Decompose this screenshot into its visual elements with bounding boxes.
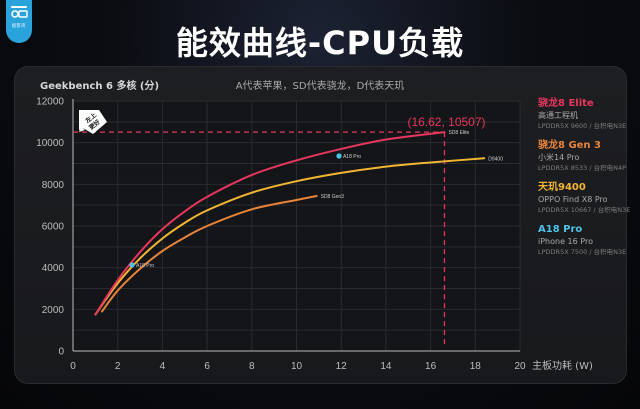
x-tick-label: 2 <box>115 361 121 372</box>
x-axis-label: 主板功耗 (W) <box>532 359 593 372</box>
series-point-label: SD8 Elite <box>448 130 469 136</box>
highlight-point-label: (16.62, 10507) <box>407 115 485 129</box>
grid <box>72 100 521 352</box>
x-tick-label: 8 <box>249 361 255 372</box>
y-tick-label: 10000 <box>36 138 64 149</box>
x-tick-label: 12 <box>336 361 348 372</box>
x-tick-label: 10 <box>291 361 303 372</box>
legend-chip-name: 骁龙8 Gen 3 <box>538 140 601 151</box>
series-point-label: A18 Pro <box>343 154 361 160</box>
legend-item: A18 Pro iPhone 16 Pro LPDDR5X 7500 / 台积电N3… <box>538 224 638 257</box>
legend-device: OPPO Find X8 Pro <box>538 195 608 204</box>
y-tick-label: 12000 <box>36 97 64 108</box>
page-title: 能效曲线-CPU负载 <box>175 24 465 62</box>
legend-device: 小米14 Pro <box>538 153 580 162</box>
series-point-label: D9400 <box>488 156 503 162</box>
legend-memory-process: LPDDR5X 7500 / 台积电N3E <box>538 248 627 256</box>
legend-device: 高通工程机 <box>538 111 578 120</box>
chart-legend: 骁龙8 Elite 高通工程机 LPDDR5X 9600 / 台积电N3E 骁龙8 G… <box>538 98 638 266</box>
legend-memory-process: LPDDR5X 10667 / 台积电N3E <box>538 206 631 214</box>
x-tick-label: 14 <box>380 361 392 372</box>
series-line-sd8-elite <box>94 131 446 316</box>
logo-text: 极客湾 <box>12 23 26 29</box>
a18-pro-point <box>129 262 135 268</box>
y-tick-label: 6000 <box>42 222 65 233</box>
legend-item: 天玑9400 OPPO Find X8 Pro LPDDR5X 10667 / 台积… <box>538 182 638 215</box>
x-tick-label: 0 <box>70 361 76 372</box>
x-tick-label: 4 <box>160 361 166 372</box>
legend-item: 骁龙8 Gen 3 小米14 Pro LPDDR5X 8533 / 台积电N4P <box>538 140 638 173</box>
a18-pro-point <box>336 153 342 159</box>
x-tick-label: 6 <box>204 361 210 372</box>
y-axis-label: Geekbench 6 多核 (分) <box>40 81 160 92</box>
legend-chip-name: 骁龙8 Elite <box>538 98 594 109</box>
y-tick-label: 2000 <box>42 305 65 316</box>
legend-item: 骁龙8 Elite 高通工程机 LPDDR5X 9600 / 台积电N3E <box>538 98 638 131</box>
legend-chip-name: A18 Pro <box>538 224 583 235</box>
chart-subtitle: A代表苹果，SD代表骁龙，D代表天玑 <box>235 81 405 92</box>
camera-icon <box>11 6 28 18</box>
x-tick-label: 20 <box>514 361 526 372</box>
series-line-d9400 <box>94 157 486 316</box>
legend-memory-process: LPDDR5X 9600 / 台积电N3E <box>538 122 627 130</box>
legend-device: iPhone 16 Pro <box>538 237 593 246</box>
legend-chip-name: 天玑9400 <box>538 182 586 193</box>
series-point-label: SD8 Gen3 <box>321 194 345 200</box>
brand-logo: 极客湾 <box>6 0 32 43</box>
y-tick-label: 8000 <box>42 180 65 191</box>
series-line-sd8-gen3 <box>101 195 318 313</box>
y-tick-label: 0 <box>58 347 64 358</box>
legend-memory-process: LPDDR5X 8533 / 台积电N4P <box>538 164 627 172</box>
x-tick-label: 18 <box>470 361 482 372</box>
y-tick-label: 4000 <box>42 263 65 274</box>
x-tick-label: 16 <box>425 361 437 372</box>
series-point-label: A18 Pro <box>136 263 154 269</box>
